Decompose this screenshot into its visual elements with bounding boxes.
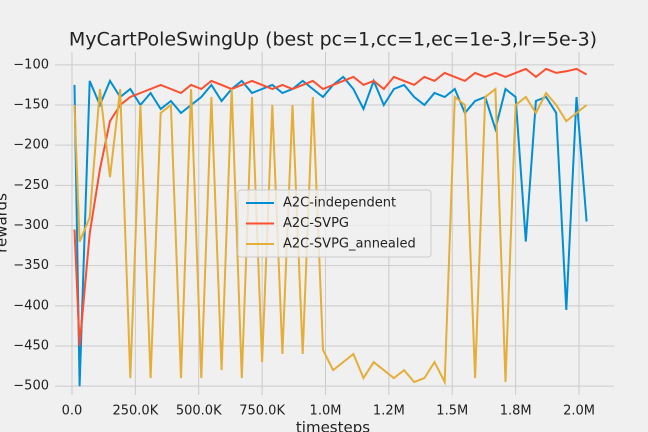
legend-label: A2C-SVPG_annealed (283, 237, 416, 252)
series-line (73, 75, 588, 387)
y-tick-label: −150 (13, 98, 49, 113)
y-tick-label: −400 (13, 298, 49, 313)
series-line (73, 67, 588, 347)
y-tick-label: −350 (13, 258, 49, 273)
y-tick-label: −250 (13, 178, 49, 193)
legend-label: A2C-SVPG (283, 216, 349, 231)
series-line (73, 86, 588, 386)
legend-label: A2C-independent (283, 196, 396, 211)
chart-title: MyCartPoleSwingUp (best pc=1,cc=1,ec=1e-… (69, 29, 597, 51)
x-tick-label: 500.0K (176, 404, 222, 419)
y-tick-label: −500 (13, 379, 49, 394)
y-tick-label: −450 (13, 339, 49, 354)
y-tick-label: −200 (13, 138, 49, 153)
x-tick-label: 1.8M (500, 404, 532, 419)
y-axis-label: rewards (0, 193, 11, 253)
x-tick-label: 1.5M (436, 404, 468, 419)
x-tick-label: 250.0K (112, 404, 158, 419)
y-tick-label: −300 (13, 218, 49, 233)
x-tick-label: 2.0M (563, 404, 595, 419)
legend-box (237, 189, 432, 258)
x-tick-label: 1.0M (310, 404, 342, 419)
x-tick-label: 1.2M (373, 404, 405, 419)
x-axis-label: timesteps (296, 419, 370, 432)
x-tick-label: 750.0K (239, 404, 285, 419)
x-tick-label: 0.0 (62, 404, 83, 419)
y-tick-label: −100 (13, 57, 49, 72)
